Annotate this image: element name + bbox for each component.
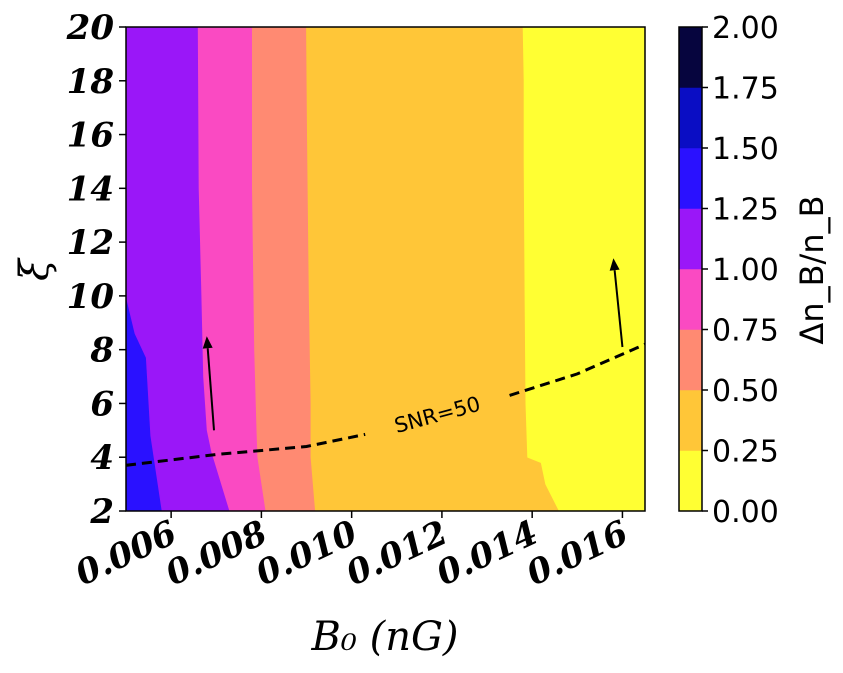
arrow-2 xyxy=(609,258,624,348)
colorbar-tick-label: 1.75 xyxy=(712,72,779,107)
contour-region-6 xyxy=(522,27,645,511)
contour-region-5 xyxy=(306,27,560,511)
colorbar-tick-label: 0.25 xyxy=(712,435,779,470)
x-tick-label: 0.014 xyxy=(431,513,544,594)
contour-regions xyxy=(126,27,645,511)
y-axis: 2 4 6 8 10 12 14 16 18 20 xyxy=(66,8,126,532)
colorbar-swatch xyxy=(678,147,703,209)
colorbar-swatch xyxy=(678,329,703,391)
colorbar-swatch xyxy=(678,26,703,88)
colorbar-swatch xyxy=(678,389,703,451)
snr-contour-line-right xyxy=(509,342,645,397)
arrow-1 xyxy=(202,336,216,431)
y-tick-label: 12 xyxy=(67,223,114,263)
y-tick-label: 10 xyxy=(67,277,115,317)
colorbar-tick-label: 0.00 xyxy=(712,495,779,530)
snr-contour-line-left xyxy=(126,432,366,467)
y-tick-label: 14 xyxy=(67,169,114,209)
y-tick-label: 4 xyxy=(90,438,114,478)
x-tick-label: 0.010 xyxy=(250,513,364,594)
colorbar-tick-label: 2.00 xyxy=(712,11,779,46)
y-tick-label: 2 xyxy=(89,492,114,532)
y-tick-label: 6 xyxy=(90,384,114,424)
colorbar-tick-label: 1.25 xyxy=(712,193,779,228)
colorbar-swatch xyxy=(678,208,703,270)
colorbar-tick-label: 1.00 xyxy=(712,253,779,288)
colorbar: 0.00 0.25 0.50 0.75 1.00 1.25 1.50 1.75 2.00 xyxy=(678,11,779,530)
colorbar-label: Δn_B/n_B xyxy=(793,195,831,344)
colorbar-swatch xyxy=(678,87,703,149)
y-axis-label: ξ xyxy=(12,257,58,281)
contour-region-4 xyxy=(251,27,316,511)
colorbar-tick-label: 0.75 xyxy=(712,314,779,349)
x-tick-label: 0.012 xyxy=(340,513,453,594)
x-axis-label: B₀ (nG) xyxy=(310,614,458,660)
y-tick-label: 18 xyxy=(67,62,114,102)
plot-frame xyxy=(125,26,646,512)
x-tick-label: 0.006 xyxy=(70,513,183,594)
y-tick-label: 16 xyxy=(67,116,114,156)
y-tick-label: 20 xyxy=(66,8,115,48)
colorbar-tick-label: 1.50 xyxy=(712,132,779,167)
colorbar-swatch xyxy=(678,268,703,330)
x-tick-label: 0.008 xyxy=(160,513,273,594)
colorbar-tick-label: 0.50 xyxy=(712,374,779,409)
x-tick-label: 0.016 xyxy=(521,513,634,594)
colorbar-swatch xyxy=(678,450,703,512)
y-tick-label: 8 xyxy=(89,331,114,371)
